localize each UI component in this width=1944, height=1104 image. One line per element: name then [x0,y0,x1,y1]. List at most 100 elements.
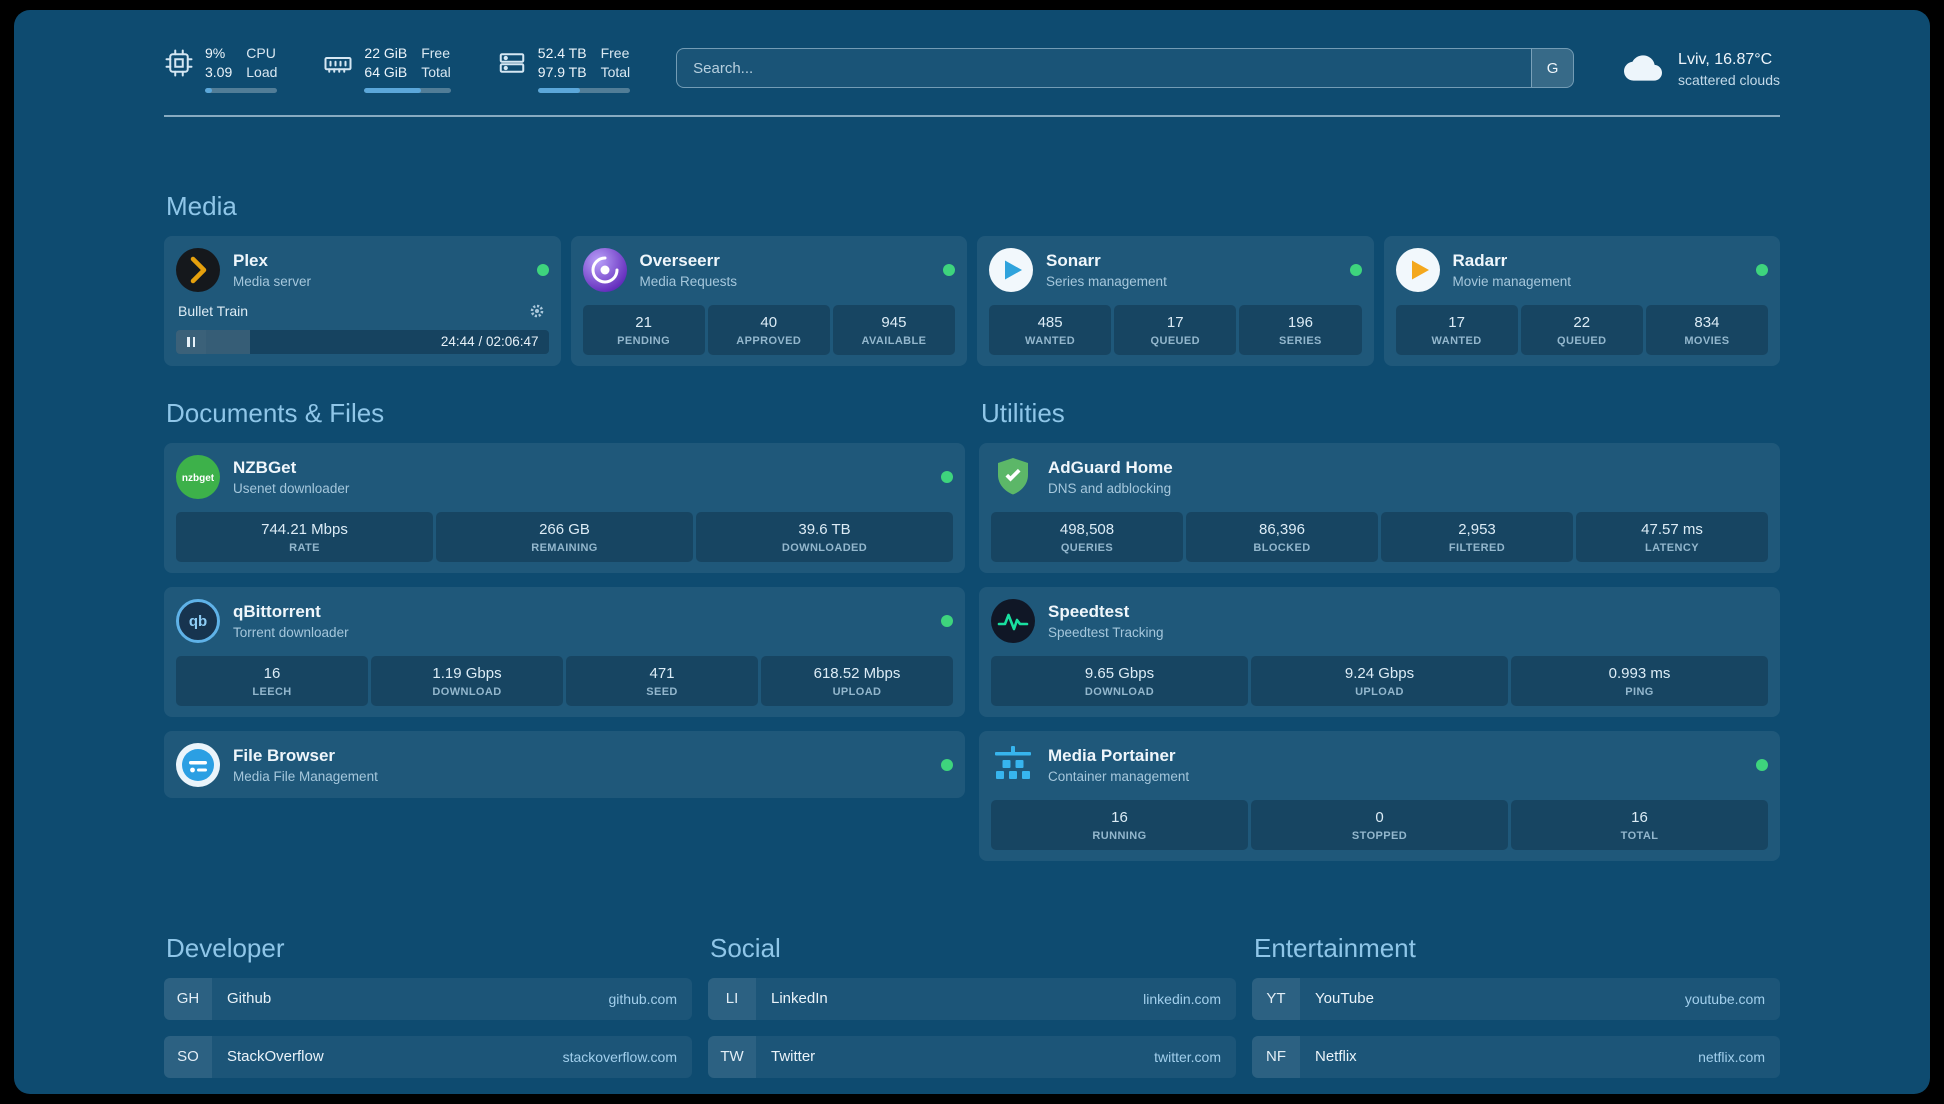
adguard-icon [991,455,1035,499]
stat-series: 196 SERIES [1239,304,1362,355]
stat-seed: 471 SEED [566,655,758,706]
stat-wanted: 485 WANTED [989,304,1112,355]
stat-upload: 9.24 Gbps UPLOAD [1251,655,1508,706]
cpu-usage-value: 9% [205,45,226,61]
service-name: Overseerr [639,250,720,270]
playback-progress: 24:44 / 02:06:47 [176,329,549,354]
bookmark-stackoverflow[interactable]: SO StackOverflow stackoverflow.com [164,1035,692,1078]
bookmark-group-entertainment: Entertainment YT YouTube youtube.com NF … [1252,933,1780,1094]
service-description: Movie management [1452,273,1572,289]
memory-total-value: 64 GiB [364,63,408,80]
sonarr-icon [989,247,1033,292]
stat-upload: 618.52 Mbps UPLOAD [761,655,953,706]
stat-queries: 498,508 QUERIES [991,511,1183,562]
section-heading-developer: Developer [166,932,285,963]
bookmark-twitter[interactable]: TW Twitter twitter.com [708,1035,1236,1078]
service-card-filebrowser[interactable]: File Browser Media File Management [164,730,965,798]
service-description: Speedtest Tracking [1048,624,1164,640]
service-card-nzbget[interactable]: nzbget NZBGet Usenet downloader 744.21 M… [164,442,965,573]
weather-location: Lviv, 16.87°C [1678,51,1773,69]
pause-button[interactable] [176,329,206,354]
svg-text:nzbget: nzbget [182,473,215,484]
stat-movies: 834 MOVIES [1645,304,1769,355]
disk-icon [497,48,527,78]
service-card-radarr[interactable]: Radarr Movie management 17 WANTED 22 QUE… [1383,235,1780,366]
stat-download: 9.65 Gbps DOWNLOAD [991,655,1248,706]
disk-progress-bar [537,87,631,93]
section-documents: Documents & Files nzbget NZBGet U [164,398,965,798]
memory-free-label: Free [421,45,451,61]
section-utilities: Utilities AdGuard Home DNS and a [979,398,1780,861]
memory-icon [323,48,353,78]
nzbget-icon: nzbget [176,454,220,499]
stat-wanted: 17 WANTED [1395,304,1518,355]
dashboard: 9% 3.09 CPU Load [14,10,1930,1094]
section-heading-documents: Documents & Files [166,397,385,428]
now-playing-title: Bullet Train [178,302,249,319]
service-card-overseerr[interactable]: Overseerr Media Requests 21 PENDING 40 A… [570,235,967,366]
bookmarks: Developer GH Github github.com SO StackO… [164,933,1780,1094]
stat-leech: 16 LEECH [176,655,368,706]
service-card-sonarr[interactable]: Sonarr Series management 485 WANTED 17 Q… [977,235,1374,366]
status-dot [1349,263,1362,276]
stat-latency: 47.57 ms LATENCY [1576,511,1768,562]
speedtest-icon [991,598,1035,643]
portainer-icon [991,743,1035,787]
service-name: Media Portainer [1048,745,1176,765]
stat-running: 16 RUNNING [991,799,1248,850]
seek-bar[interactable] [206,329,431,354]
stat-ping: 0.993 ms PING [1511,655,1768,706]
bookmark-youtube[interactable]: YT YouTube youtube.com [1252,977,1780,1020]
status-dot [536,263,549,276]
cpu-progress-bar [205,87,278,93]
search-provider-button[interactable]: G [1531,49,1574,88]
status-dot [943,263,955,276]
bookmark-linkedin[interactable]: LI LinkedIn linkedin.com [708,977,1236,1020]
service-name: Speedtest [1048,601,1130,621]
memory-total-label: Total [421,63,451,80]
playback-time: 24:44 / 02:06:47 [440,334,539,350]
service-name: Radarr [1452,250,1508,270]
service-card-speedtest[interactable]: Speedtest Speedtest Tracking 9.65 Gbps D… [979,586,1780,717]
disk-free-label: Free [600,45,630,61]
service-description: Media server [233,273,312,289]
bookmark-group-social: Social LI LinkedIn linkedin.com TW Twitt… [708,933,1236,1078]
resource-widgets: 9% 3.09 CPU Load [164,44,631,93]
stat-total: 16 TOTAL [1511,799,1768,850]
disk-free-value: 52.4 TB [537,45,587,61]
svg-text:qb: qb [189,613,207,630]
service-description: Media File Management [233,768,378,784]
service-description: DNS and adblocking [1048,480,1172,496]
stat-remaining: 266 GB REMAINING [436,511,693,562]
service-description: Series management [1046,273,1167,289]
section-heading-media: Media [166,190,237,221]
status-dot [941,614,953,627]
stat-approved: 40 APPROVED [707,304,830,355]
search-input[interactable] [676,48,1575,89]
plex-now-playing: Bullet Train 24:44 / 0 [176,301,549,354]
service-card-portainer[interactable]: Media Portainer Container management 16 … [979,730,1780,861]
service-name: File Browser [233,745,336,765]
status-dot [941,758,953,771]
service-card-qbittorrent[interactable]: qb qBittorrent Torrent downloader 16 LEE… [164,586,965,717]
status-dot [941,470,953,483]
service-name: Plex [233,250,268,270]
service-card-adguard[interactable]: AdGuard Home DNS and adblocking 498,508 … [979,442,1780,573]
stat-blocked: 86,396 BLOCKED [1186,511,1378,562]
radarr-icon [1395,247,1440,292]
search-bar: G [676,48,1575,89]
stat-downloaded: 39.6 TB DOWNLOADED [696,511,953,562]
disk-total-value: 97.9 TB [537,63,587,80]
stat-queued: 22 QUEUED [1520,304,1643,355]
overseerr-icon [582,247,627,292]
resource-memory: 22 GiB 64 GiB Free Total [323,44,451,93]
bookmark-netflix[interactable]: NF Netflix netflix.com [1252,1035,1780,1078]
service-card-plex[interactable]: Plex Media server Bullet Train [164,235,561,366]
service-name: AdGuard Home [1048,457,1173,477]
cloud-icon [1620,49,1666,87]
service-name: qBittorrent [233,601,321,621]
section-heading-social: Social [710,932,781,963]
bookmark-github[interactable]: GH Github github.com [164,977,692,1020]
gear-icon[interactable] [527,301,547,321]
status-dot [1756,263,1768,276]
